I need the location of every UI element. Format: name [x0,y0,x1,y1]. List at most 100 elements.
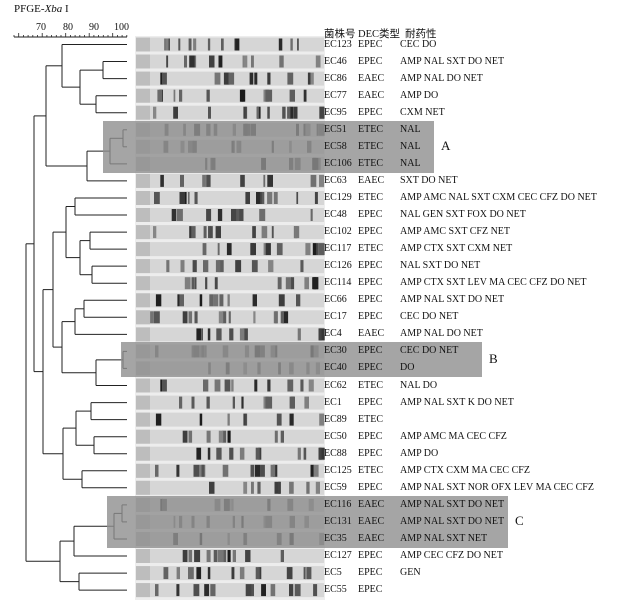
gel-band [193,464,200,477]
gel-band [259,209,266,221]
resistance-profile: AMP NAL SXT DO NET [400,498,505,510]
gel-lane-well [136,54,150,69]
gel-band [232,396,235,409]
resistance-profile: AMP AMC SXT CFZ NET [400,226,511,238]
gel-lane-well [136,191,150,205]
gel-band [265,243,271,256]
gel-lane-well [136,310,150,325]
gel-band [178,38,181,51]
strain-id: EC106 [324,157,352,169]
gel-band [255,447,260,460]
gel-band [154,311,160,324]
gel-band [282,311,289,324]
gel-lane [136,54,324,69]
gel-band [243,481,248,494]
gel-band [217,550,224,562]
dec-type: ETEC [358,464,383,476]
strain-id: EC114 [324,277,352,289]
gel-band [300,379,304,392]
gel-band [280,311,284,324]
gel-band [153,226,157,239]
gel-band [260,464,265,477]
gel-band [188,550,193,562]
gel-band [245,584,252,597]
gel-band [297,38,299,51]
resistance-profile: AMP NAL SXT NET [400,533,488,544]
figure-title: PFGE-Xba I [14,3,69,15]
dec-type: ETEC [358,157,383,169]
gel-lane-well [136,566,150,581]
gel-band [242,328,248,341]
strain-id: EC58 [324,140,347,152]
gel-lane [136,480,324,495]
gel-band [202,243,207,256]
gel-band [306,481,310,494]
cluster-label-c: C [515,512,524,528]
gel-band [289,584,294,597]
gel-band [176,567,180,580]
dec-type: EPEC [358,106,383,118]
gel-band [184,55,187,68]
resistance-profile: NAL GEN SXT FOX DO NET [400,209,526,220]
scale-label-100: 100 [114,22,129,33]
header-strain: 菌株号 [324,29,356,40]
gel-band [227,413,230,426]
gel-band [257,481,261,494]
dec-type: ETEC [358,243,383,255]
gel-band [218,430,224,443]
dec-type: EAEC [358,89,385,101]
dec-type: EAEC [358,72,385,84]
gel-band [263,243,267,256]
gel-band [258,567,262,580]
gel-band [154,192,160,204]
strain-id: EC127 [324,550,352,561]
gel-band [206,396,210,409]
gel-band [155,464,159,477]
gel-band [274,481,279,494]
gel-band [313,277,319,290]
dec-type: EAEC [358,498,385,510]
resistance-profile: SXT DO NET [400,174,458,186]
gel-band [160,174,164,187]
gel-band [297,447,301,460]
gel-band [180,294,184,307]
gel-band [240,174,245,187]
gel-band [194,311,198,324]
resistance-profile: AMP NAL SXT DO NET [400,55,505,67]
gel-band [199,413,203,426]
gel-band [194,192,198,204]
dec-type: ETEC [358,123,383,135]
gel-band [184,277,191,290]
dec-type: EPEC [358,362,383,374]
gel-band [180,174,184,187]
gel-lane [136,105,324,120]
gel-lane-well [136,412,150,427]
gel-band [280,550,284,562]
gel-band [184,192,187,204]
gel-band [162,379,167,392]
dec-type: EPEC [358,209,383,220]
resistance-profile: CXM NET [400,106,445,118]
gel-lane-well [136,105,150,120]
gel-band [243,413,247,426]
gel-band [214,277,218,290]
gel-band [203,379,209,392]
resistance-profile: GEN [400,567,421,579]
gel-band [191,277,195,290]
gel-band [216,447,222,460]
strain-id: EC123 [324,38,352,50]
gel-band [160,72,163,85]
strain-id: EC40 [324,362,347,374]
gel-band [267,379,271,392]
resistance-profile: CEC DO NET [400,311,459,323]
gel-band [180,260,185,273]
strain-id: EC55 [324,584,347,596]
gel-band [277,277,282,290]
gel-band [278,294,285,307]
gel-band [296,294,301,307]
dec-type: EPEC [358,226,383,238]
gel-band [235,209,241,221]
gel-band [239,328,245,341]
scale-label-90: 90 [89,22,99,33]
gel-band [204,584,210,597]
